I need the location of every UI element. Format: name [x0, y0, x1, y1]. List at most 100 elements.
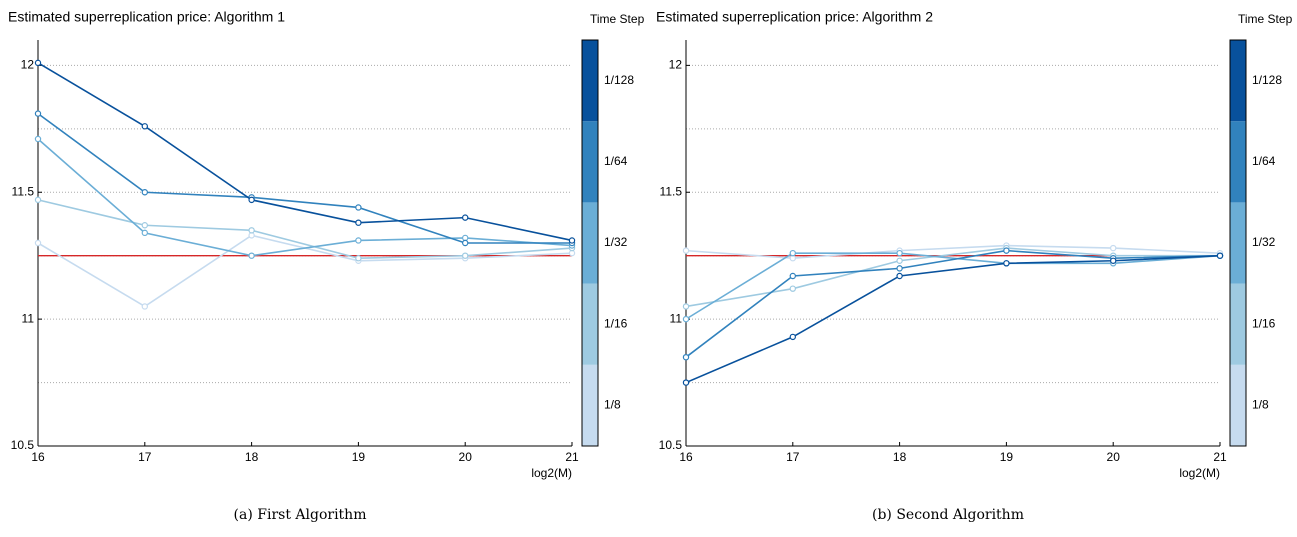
point	[141, 222, 148, 229]
legend-label: 1/16	[1252, 316, 1276, 330]
x-tick-label: 20	[459, 450, 473, 464]
point	[896, 265, 903, 272]
y-tick-label: 11	[22, 311, 35, 325]
colorbar-band	[582, 121, 598, 203]
point	[789, 272, 797, 280]
series-line	[685, 244, 1221, 260]
y-tick-label: 10.5	[659, 438, 683, 452]
legend-label: 1/32	[604, 235, 628, 249]
x-tick-label: 17	[138, 450, 152, 464]
point	[789, 333, 797, 341]
point	[462, 214, 469, 221]
point	[568, 249, 576, 257]
series-line	[685, 247, 1220, 308]
chart-title: Estimated superreplication price: Algori…	[656, 9, 933, 25]
point	[1216, 252, 1224, 259]
point	[1003, 247, 1010, 254]
x-tick-label: 17	[786, 450, 800, 464]
point	[355, 255, 362, 262]
caption: (b) Second Algorithm	[872, 507, 1024, 523]
point	[682, 315, 690, 323]
series-line	[37, 62, 573, 242]
point	[141, 123, 148, 130]
point	[462, 234, 469, 242]
colorbar-band	[1230, 283, 1246, 365]
point	[568, 237, 576, 244]
y-tick-label: 11.5	[12, 184, 35, 198]
x-axis-label: log2(M)	[531, 466, 572, 480]
point	[1109, 244, 1117, 252]
point	[355, 204, 362, 211]
point	[462, 252, 469, 259]
series-line	[37, 138, 573, 257]
x-tick-label: 18	[893, 450, 907, 464]
colorbar-band	[582, 283, 598, 365]
x-axis-label: log2(M)	[1179, 466, 1220, 480]
legend-label: 1/32	[1252, 235, 1276, 249]
point	[248, 196, 255, 204]
legend-label: 1/128	[604, 73, 634, 87]
point	[248, 232, 255, 239]
point	[248, 227, 255, 234]
x-tick-label: 16	[31, 450, 45, 464]
point	[248, 252, 255, 259]
point	[682, 303, 690, 310]
point	[355, 219, 362, 226]
colorbar-band	[1230, 202, 1246, 284]
series-line	[37, 199, 573, 260]
point	[896, 249, 903, 257]
point	[34, 59, 42, 67]
colorbar-band	[1230, 121, 1246, 203]
legend-label: 1/8	[1252, 398, 1269, 412]
colorbar-band	[1230, 40, 1246, 122]
series-line	[37, 234, 573, 308]
chart-title: Estimated superreplication price: Algori…	[8, 9, 285, 25]
point	[462, 239, 469, 247]
y-tick-label: 12	[21, 58, 35, 72]
point	[682, 379, 690, 386]
series-line	[685, 254, 1221, 384]
legend-title: Time Step	[1238, 12, 1293, 26]
x-tick-label: 20	[1107, 450, 1121, 464]
point	[34, 196, 42, 204]
colorbar-band	[582, 202, 598, 284]
point	[896, 257, 903, 264]
legend-title: Time Step	[590, 12, 645, 26]
legend-label: 1/64	[604, 154, 628, 168]
y-tick-label: 10.5	[11, 438, 35, 452]
y-tick-label: 12	[669, 58, 683, 72]
series-line	[685, 249, 1221, 358]
point	[682, 353, 690, 361]
x-tick-label: 18	[245, 450, 259, 464]
point	[141, 303, 148, 310]
legend-label: 1/8	[604, 398, 621, 412]
chart: Estimated superreplication price: Algori…	[656, 9, 1293, 523]
point	[789, 249, 797, 257]
point	[1109, 257, 1117, 264]
series-line	[37, 112, 572, 244]
colorbar-frame	[1229, 39, 1247, 447]
point	[141, 229, 148, 237]
caption: (a) First Algorithm	[234, 507, 367, 523]
x-tick-label: 19	[1000, 450, 1014, 464]
colorbar-band	[582, 364, 598, 446]
y-tick-label: 11	[670, 311, 683, 325]
chart: Estimated superreplication price: Algori…	[8, 9, 645, 523]
colorbar-frame	[581, 39, 599, 447]
point	[896, 272, 903, 280]
point	[34, 239, 42, 247]
legend-label: 1/64	[1252, 154, 1276, 168]
point	[682, 247, 690, 254]
legend-label: 1/128	[1252, 73, 1282, 87]
legend-label: 1/16	[604, 316, 628, 330]
x-tick-label: 16	[679, 450, 693, 464]
point	[1003, 260, 1010, 267]
series-line	[685, 252, 1221, 320]
point	[141, 189, 148, 196]
point	[34, 135, 42, 143]
colorbar-band	[1230, 364, 1246, 446]
point	[789, 285, 797, 292]
x-tick-label: 21	[565, 450, 579, 464]
